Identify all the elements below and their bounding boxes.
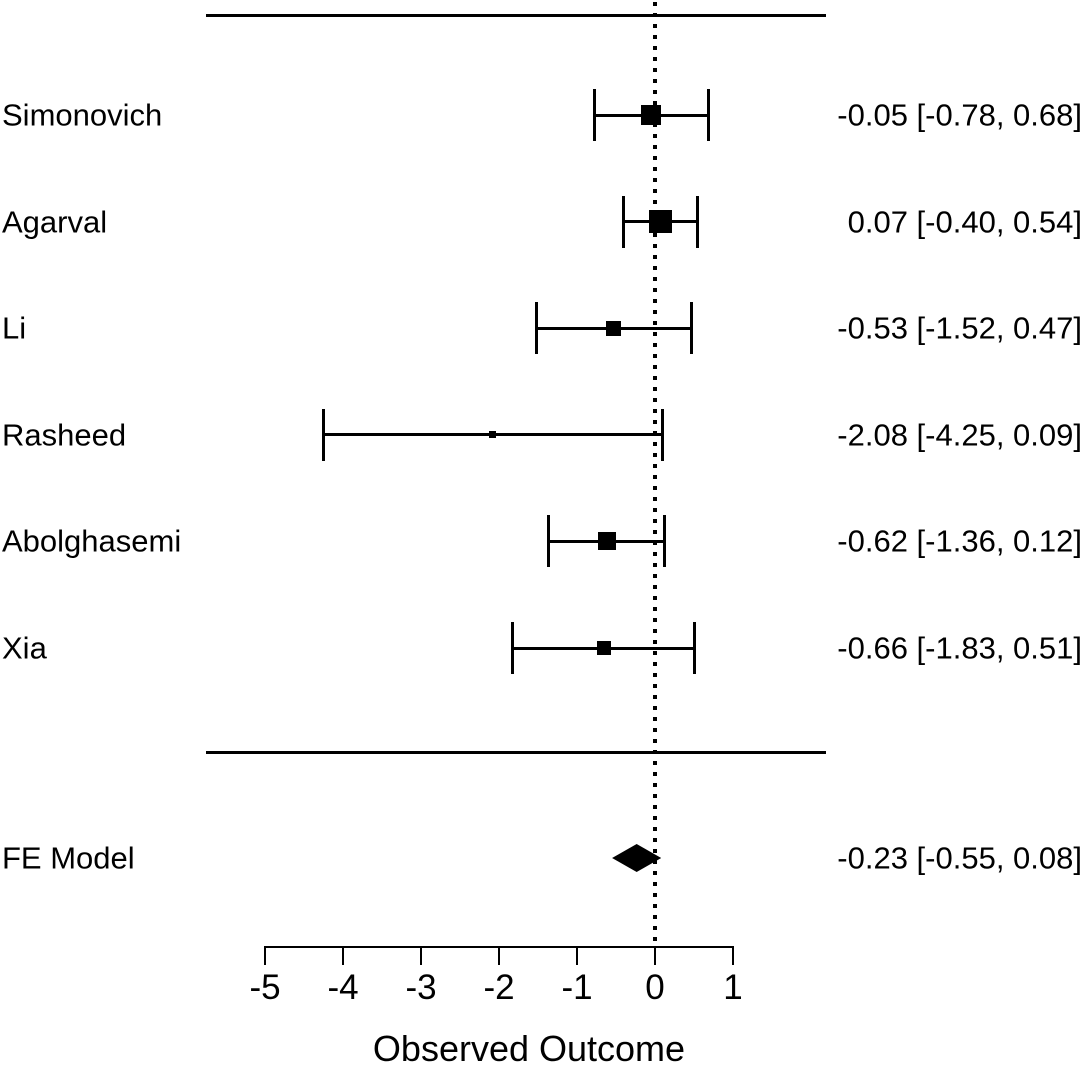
x-axis-tick-label: 0 [645,968,665,1007]
study-label: Agarval [2,204,108,240]
x-axis-title: Observed Outcome [372,1028,686,1069]
summary-separator-rule [206,751,826,754]
effect-size-square [597,532,616,551]
study-annotation: -0.53 [-1.52, 0.47] [837,310,1082,346]
x-axis-tick [576,947,578,965]
x-axis-tick [420,947,422,965]
study-label: Abolghasemi [2,523,182,559]
ci-cap-left [534,302,538,355]
x-axis-tick [654,947,656,965]
ci-cap-left [622,195,626,248]
study-label: Rasheed [2,417,127,453]
study-annotation: -0.62 [-1.36, 0.12] [837,523,1082,559]
study-annotation: -0.05 [-0.78, 0.68] [837,97,1082,133]
study-annotation: 0.07 [-0.40, 0.54] [847,204,1082,240]
ci-cap-right [693,622,697,674]
x-axis-tick-label: -3 [405,968,437,1007]
x-axis-tick-label: -5 [249,968,281,1007]
ci-cap-right [690,302,694,355]
ci-cap-right [660,408,664,461]
summary-label: FE Model [2,840,135,876]
summary-annotation: -0.23 [-0.55, 0.08] [837,840,1082,876]
x-axis-tick-label: -1 [561,968,593,1007]
x-axis-tick [264,947,266,965]
ci-cap-left [547,515,551,568]
ci-cap-left [510,622,514,674]
x-axis-tick [732,947,734,965]
effect-size-square [606,320,622,336]
ci-cap-right [695,195,699,248]
x-axis-tick-label: -2 [483,968,515,1007]
x-axis-tick-label: -4 [327,968,359,1007]
ci-cap-right [662,515,666,568]
x-axis-tick [342,947,344,965]
effect-size-square [596,641,611,655]
study-annotation: -0.66 [-1.83, 0.51] [837,630,1082,666]
x-axis-tick [498,947,500,965]
study-label: Xia [2,630,47,666]
x-axis-tick-label: 1 [723,968,743,1007]
ci-cap-left [322,408,325,461]
ci-cap-right [706,89,710,141]
effect-size-square [641,105,662,125]
study-label: Li [2,310,27,346]
study-annotation: -2.08 [-4.25, 0.09] [837,417,1082,453]
effect-size-square [648,210,672,234]
header-rule [206,14,826,17]
effect-size-square [489,431,497,439]
ci-cap-left [592,89,596,141]
study-label: Simonovich [2,97,163,133]
reference-dotted-line [653,2,657,947]
